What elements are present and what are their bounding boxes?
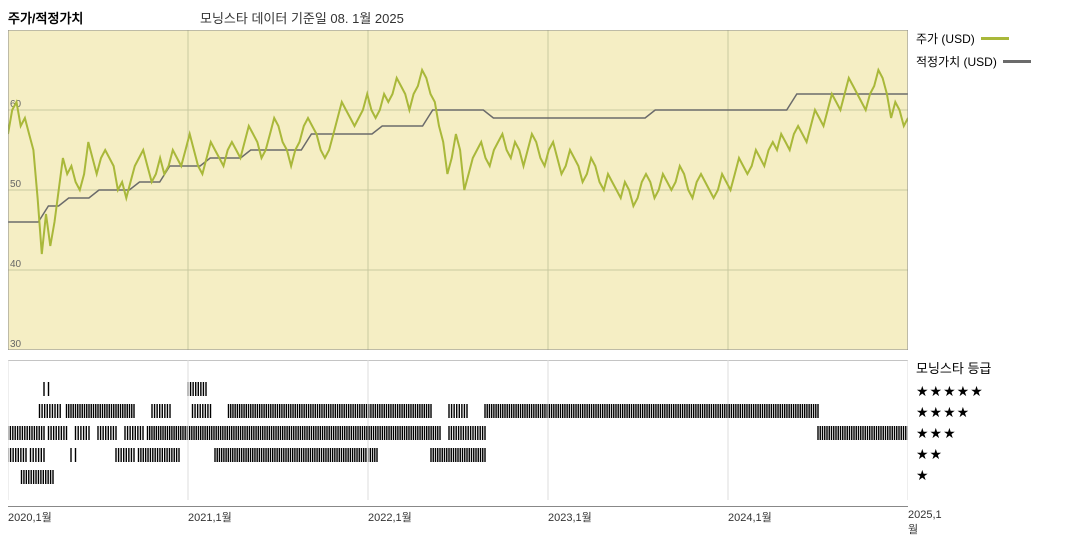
svg-text:30: 30 bbox=[10, 339, 22, 350]
rating-legend-title: 모닝스타 등급 bbox=[916, 358, 1076, 377]
chart-legend: 주가 (USD) 적정가치 (USD) bbox=[916, 30, 1076, 76]
chart-subtitle: 모닝스타 데이터 기준일 08. 1월 2025 bbox=[200, 8, 404, 27]
legend-fair-line bbox=[1003, 60, 1031, 63]
rating-stars: ★★★★★★★★★★★★★★★ bbox=[916, 381, 1076, 486]
x-axis-label: 2025,1월 bbox=[908, 509, 942, 537]
legend-price-line bbox=[981, 37, 1009, 40]
x-axis-label: 2020,1월 bbox=[8, 509, 52, 525]
x-axis-label: 2024,1월 bbox=[728, 509, 772, 525]
legend-fair-label: 적정가치 (USD) bbox=[916, 53, 997, 70]
legend-price-label: 주가 (USD) bbox=[916, 30, 975, 47]
legend-fair: 적정가치 (USD) bbox=[916, 53, 1076, 70]
x-axis-label: 2022,1월 bbox=[368, 509, 412, 525]
x-axis: 2020,1월2021,1월2022,1월2023,1월2024,1월2025,… bbox=[8, 506, 908, 526]
rating-barcode-chart bbox=[8, 360, 908, 500]
rating-legend: 모닝스타 등급 ★★★★★★★★★★★★★★★ bbox=[916, 358, 1076, 486]
chart-title: 주가/적정가치 bbox=[8, 8, 83, 27]
x-axis-label: 2021,1월 bbox=[188, 509, 232, 525]
svg-text:40: 40 bbox=[10, 259, 22, 270]
price-fairvalue-chart: 3040506070 bbox=[8, 30, 908, 350]
legend-price: 주가 (USD) bbox=[916, 30, 1076, 47]
x-axis-label: 2023,1월 bbox=[548, 509, 592, 525]
svg-text:50: 50 bbox=[10, 179, 22, 190]
